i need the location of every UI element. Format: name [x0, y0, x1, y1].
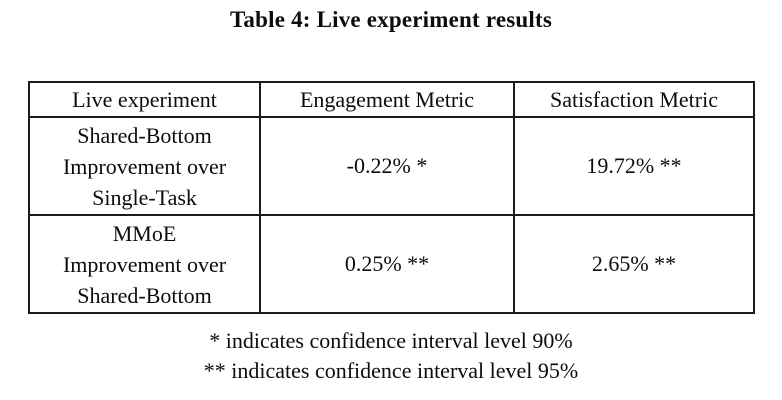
cell-engagement-mmoe: 0.25% **	[259, 214, 515, 314]
cell-satisfaction-mmoe: 2.65% **	[513, 214, 755, 314]
cell-engagement-shared-bottom: -0.22% *	[259, 116, 515, 216]
cell-experiment-shared-bottom: Shared-Bottom Improvement over Single-Ta…	[28, 116, 261, 216]
cell-experiment-mmoe: MMoE Improvement over Shared-Bottom	[28, 214, 261, 314]
column-header-engagement-metric: Engagement Metric	[259, 81, 515, 118]
footnote-ci-90: * indicates confidence interval level 90…	[209, 328, 573, 353]
results-table: Live experiment Engagement Metric Satisf…	[28, 81, 755, 314]
header-row: Live experiment Engagement Metric Satisf…	[28, 81, 755, 118]
cell-satisfaction-shared-bottom: 19.72% **	[513, 116, 755, 216]
table-caption: Table 4: Live experiment results	[230, 7, 552, 32]
column-header-live-experiment: Live experiment	[28, 81, 261, 118]
table-row: Shared-Bottom Improvement over Single-Ta…	[28, 116, 755, 216]
table-row: MMoE Improvement over Shared-Bottom 0.25…	[28, 214, 755, 314]
footnote-ci-95: ** indicates confidence interval level 9…	[203, 358, 579, 383]
footnotes: * indicates confidence interval level 90…	[0, 326, 782, 386]
column-header-satisfaction-metric: Satisfaction Metric	[513, 81, 755, 118]
